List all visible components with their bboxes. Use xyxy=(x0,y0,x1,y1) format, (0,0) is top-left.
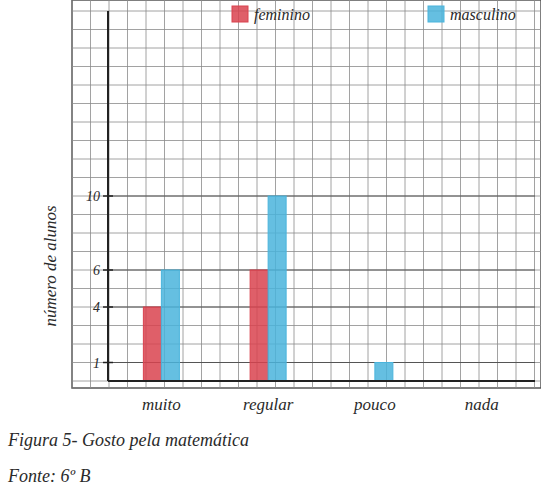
subtitle: Fonte: 6º B xyxy=(7,466,91,486)
x-tick-label: muito xyxy=(142,395,181,414)
paper-line xyxy=(405,0,406,388)
paper-line xyxy=(72,85,541,86)
paper-line xyxy=(72,103,541,104)
bar xyxy=(143,307,161,381)
paper-line xyxy=(460,0,461,388)
y-tick xyxy=(103,195,113,197)
paper-line xyxy=(294,0,295,388)
x-tick-label: regular xyxy=(243,395,294,414)
paper-line xyxy=(72,177,541,178)
x-tick-label: nada xyxy=(465,395,499,414)
legend-item: masculino xyxy=(428,6,516,23)
paper-line xyxy=(72,159,541,160)
y-tick-label: 6 xyxy=(93,263,100,278)
y-tick-label: 4 xyxy=(93,300,100,315)
title: Figura 5- Gosto pela matemática xyxy=(7,430,249,450)
chart: 1 4 6 10 muito regular pouco nada número de alun… xyxy=(0,0,541,498)
paper-line xyxy=(72,362,541,363)
bar xyxy=(268,196,286,381)
bars xyxy=(143,196,393,381)
x-axis xyxy=(108,380,535,382)
paper-line xyxy=(72,344,541,345)
legend-swatch xyxy=(428,6,444,22)
paper-line xyxy=(386,0,387,388)
bar xyxy=(250,270,268,381)
legend-swatch xyxy=(232,6,248,22)
paper-line xyxy=(423,0,424,388)
paper-line xyxy=(349,0,350,388)
paper-line xyxy=(72,122,541,123)
x-tick-label: pouco xyxy=(353,395,396,414)
paper-line xyxy=(331,0,332,388)
graph-paper xyxy=(72,0,541,388)
paper-line xyxy=(72,381,541,382)
paper-line xyxy=(72,325,541,326)
legend-label: masculino xyxy=(450,6,516,23)
y-tick-label: 10 xyxy=(86,189,100,204)
paper-line xyxy=(72,0,73,388)
paper-line xyxy=(479,0,480,388)
legend-item: feminino xyxy=(232,6,310,24)
bar xyxy=(375,363,393,382)
y-tick xyxy=(103,362,113,364)
paper-line xyxy=(72,307,541,308)
paper-line xyxy=(72,270,541,271)
paper-line xyxy=(312,0,313,388)
paper-line xyxy=(201,0,202,388)
paper-line xyxy=(72,140,541,141)
paper-line xyxy=(72,214,541,215)
y-axis-title: número de alunos xyxy=(41,205,60,327)
paper-frame xyxy=(72,0,541,388)
bar xyxy=(161,270,179,381)
legend-label: feminino xyxy=(254,6,310,24)
paper-line xyxy=(72,196,541,197)
paper-line xyxy=(72,66,541,67)
paper-line xyxy=(72,233,541,234)
paper-line xyxy=(72,48,541,49)
paper-line xyxy=(534,0,535,388)
paper-line xyxy=(497,0,498,388)
paper-line xyxy=(72,29,541,30)
paper-line xyxy=(442,0,443,388)
paper-line xyxy=(183,0,184,388)
paper-line xyxy=(516,0,517,388)
paper-line xyxy=(368,0,369,388)
paper-line xyxy=(127,0,128,388)
y-tick-label: 1 xyxy=(93,356,100,371)
paper-line xyxy=(109,0,110,388)
paper-line xyxy=(72,288,541,289)
paper-line xyxy=(72,251,541,252)
paper-line xyxy=(220,0,221,388)
y-tick xyxy=(103,306,113,308)
y-tick xyxy=(103,269,113,271)
grid-line xyxy=(108,196,535,197)
paper-line xyxy=(238,0,239,388)
